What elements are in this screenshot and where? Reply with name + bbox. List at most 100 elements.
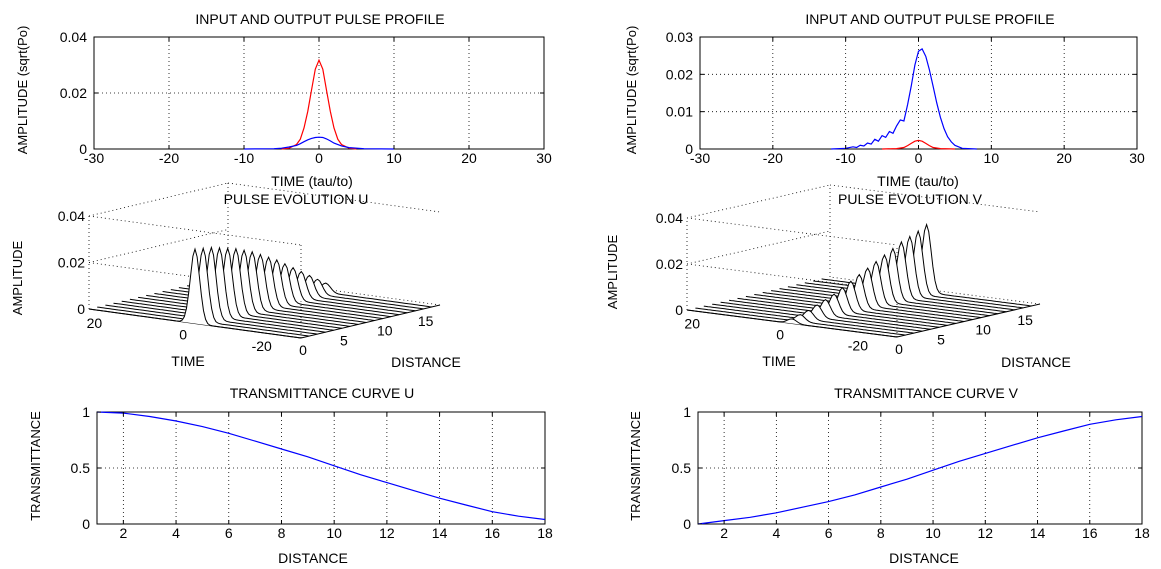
- profile-u-xtick-label: 20: [461, 150, 477, 166]
- evolution-u-box-edge: [88, 215, 302, 246]
- transmittance-u-xtick-label: 10: [326, 525, 342, 541]
- profile-v-xtick-label: 30: [1129, 150, 1145, 166]
- transmittance-v-series-line-1: [697, 415, 1143, 525]
- transmittance-v-title: TRANSMITTANCE CURVE V: [834, 385, 1018, 401]
- evolution-u-time-tick-label: 0: [179, 327, 187, 343]
- profile-v-xtick-label: 0: [915, 150, 923, 166]
- profile-v-ylabel: AMPLITUDE (sqrt(Po): [624, 26, 639, 155]
- evolution-v-trace-12: [787, 247, 998, 315]
- transmittance-v-xtick-label: 4: [772, 525, 780, 541]
- transmittance-u-ytick-label: 1: [82, 404, 90, 420]
- evolution-u-ztick-label: 0.04: [58, 208, 85, 224]
- profile-u-series-line-2: [243, 136, 395, 150]
- transmittance-v-xtick-label: 16: [1082, 525, 1098, 541]
- transmittance-u-xlabel: DISTANCE: [278, 550, 348, 566]
- profile-u-xtick-label: -20: [159, 150, 179, 166]
- evolution-u-trace-6: [138, 248, 351, 327]
- transmittance-v-ytick-label: 0: [683, 516, 691, 532]
- profile-v-grid: [699, 36, 1138, 150]
- transmittance-v-ylabel: TRANSMITTANCE: [628, 411, 643, 521]
- evolution-u-box-edge: [88, 229, 229, 263]
- evolution-v-distance-tick-label: 0: [895, 341, 903, 357]
- profile-u-xtick-label: 0: [315, 150, 323, 166]
- evolution-v-trace-8: [754, 273, 965, 322]
- profile-v-series-line-2: [831, 48, 977, 150]
- evolution-u-xlabel: TIME: [171, 353, 204, 369]
- profile-u-ticks: -30 -20 -10 0 10 20 30 0 0.02 0.04: [60, 29, 552, 166]
- evolution-v-box-edge: [829, 184, 1041, 213]
- profile-u-xtick-label: -10: [234, 150, 254, 166]
- evolution-u-trace-7: [146, 250, 359, 325]
- evolution-v-time-tick-label: 20: [684, 316, 700, 332]
- transmittance-v-ytick-label: 1: [683, 404, 691, 420]
- evolution-v-ztick-label: 0.02: [656, 256, 683, 272]
- evolution-v-ztick-label: 0.04: [656, 210, 683, 226]
- profile-u-xtick-label: 30: [536, 150, 552, 166]
- evolution-u-distance-tick-label: 5: [340, 332, 348, 348]
- evolution-v-time-tick-label: 0: [776, 327, 784, 343]
- evolution-v-ylabel: DISTANCE: [1001, 354, 1071, 370]
- transmittance-v-ytick-label: 0.5: [672, 460, 692, 476]
- evolution-v-distance-tick-label: 15: [1017, 312, 1033, 328]
- evolution-v-distance-tick-label: 5: [937, 331, 945, 347]
- evolution-u-ylabel: DISTANCE: [391, 354, 461, 370]
- evolution-v-trace-1: [695, 307, 906, 336]
- evolution-v-trace-13: [796, 240, 1007, 313]
- transmittance-u-xtick-label: 8: [278, 525, 286, 541]
- evolution-u-ztick-label: 0.02: [58, 255, 85, 271]
- evolution-v-trace-2: [703, 305, 914, 334]
- profile-v-ticks: -30 -20 -10 0 10 20 30 0 0.01 0.02 0.03: [666, 29, 1145, 166]
- evolution-v-trace-10: [771, 260, 982, 319]
- profile-v-xtick-label: 10: [984, 150, 1000, 166]
- profile-u-chart: INPUT AND OUTPUT PULSE PROFILE AMPLITUDE…: [15, 11, 552, 189]
- evolution-v-xlabel: TIME: [762, 353, 795, 369]
- profile-v-xtick-label: -30: [690, 150, 710, 166]
- evolution-v-distance-tick-label: 10: [975, 322, 991, 338]
- evolution-u-distance-tick-label: 0: [299, 342, 307, 358]
- transmittance-v-xtick-label: 8: [877, 525, 885, 541]
- transmittance-u-ylabel: TRANSMITTANCE: [28, 411, 43, 521]
- profile-v-chart: INPUT AND OUTPUT PULSE PROFILE AMPLITUDE…: [624, 11, 1145, 189]
- evolution-u-trace-4: [121, 246, 334, 331]
- evolution-v-trace-9: [762, 267, 973, 320]
- evolution-u-title: PULSE EVOLUTION U: [224, 191, 369, 207]
- transmittance-u-series-line-1: [96, 411, 546, 521]
- profile-u-series: [243, 58, 395, 150]
- profile-v-ytick-label: 0: [685, 141, 693, 157]
- evolution-v-chart: PULSE EVOLUTION V AMPLITUDE TIME DISTANC…: [605, 184, 1071, 370]
- profile-v-ytick-label: 0.02: [666, 66, 693, 82]
- evolution-u-box-edge: [88, 182, 229, 217]
- evolution-v-box-edge: [686, 230, 831, 265]
- profile-v-xtick-label: 20: [1056, 150, 1072, 166]
- profile-u-title: INPUT AND OUTPUT PULSE PROFILE: [195, 11, 444, 27]
- evolution-v-trace-3: [712, 303, 923, 332]
- evolution-v-trace-5: [729, 293, 940, 328]
- evolution-v-trace-4: [720, 298, 931, 330]
- evolution-v-zlabel: AMPLITUDE: [605, 234, 620, 309]
- profile-u-series-line-1: [281, 58, 357, 150]
- profile-u-ytick-label: 0.02: [60, 85, 87, 101]
- profile-u-xtick-label: -30: [84, 150, 104, 166]
- evolution-u-trace-0: [88, 247, 302, 339]
- profile-u-ylabel: AMPLITUDE (sqrt(Po): [15, 26, 30, 155]
- evolution-v-traces: [686, 222, 1032, 338]
- transmittance-v-xlabel: DISTANCE: [889, 550, 959, 566]
- evolution-v-trace-11: [779, 253, 990, 317]
- evolution-u-chart: PULSE EVOLUTION U AMPLITUDE TIME DISTANC…: [10, 182, 461, 370]
- evolution-u-time-tick-label: -20: [252, 338, 272, 354]
- profile-v-xlabel: TIME (tau/to): [877, 173, 959, 189]
- transmittance-u-ticks: 2 4 6 8 10 12 14 16 18 0 0.5 1: [71, 404, 553, 541]
- evolution-u-trace-2: [105, 245, 318, 335]
- transmittance-u-series: [96, 411, 546, 521]
- profile-u-ytick-label: 0: [79, 141, 87, 157]
- transmittance-u-ytick-label: 0.5: [71, 460, 91, 476]
- evolution-u-time-tick-label: 20: [87, 315, 103, 331]
- profile-u-grid: [93, 36, 545, 150]
- evolution-v-title: PULSE EVOLUTION V: [838, 191, 983, 207]
- evolution-u-traces: [88, 245, 432, 339]
- transmittance-v-xtick-label: 2: [720, 525, 728, 541]
- transmittance-u-xtick-label: 18: [537, 525, 553, 541]
